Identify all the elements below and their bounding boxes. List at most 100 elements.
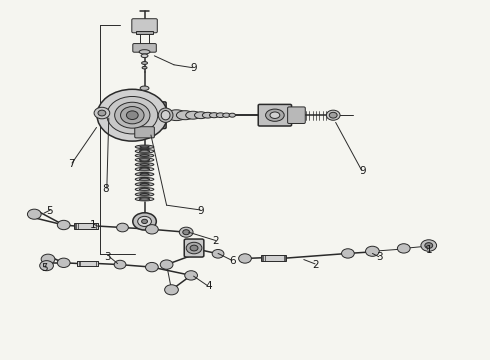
Ellipse shape (140, 150, 149, 152)
Ellipse shape (266, 109, 284, 121)
Ellipse shape (140, 188, 149, 190)
Ellipse shape (140, 86, 149, 90)
Text: 4: 4 (205, 281, 212, 291)
Ellipse shape (195, 112, 207, 118)
Ellipse shape (140, 194, 149, 195)
Circle shape (57, 258, 70, 267)
Bar (77, 261, 98, 266)
Text: 9: 9 (197, 206, 204, 216)
Circle shape (117, 223, 128, 232)
Text: 9: 9 (359, 166, 366, 176)
Ellipse shape (135, 154, 154, 157)
Text: 2: 2 (212, 236, 219, 246)
Circle shape (165, 285, 178, 295)
Circle shape (40, 261, 53, 271)
Ellipse shape (166, 110, 187, 121)
Circle shape (183, 230, 190, 235)
Bar (74, 223, 98, 229)
Circle shape (342, 249, 354, 258)
Circle shape (212, 249, 224, 258)
Circle shape (239, 254, 251, 263)
FancyBboxPatch shape (184, 239, 204, 257)
Text: 5: 5 (41, 263, 48, 273)
Ellipse shape (229, 113, 236, 117)
Circle shape (121, 107, 144, 124)
Circle shape (133, 213, 156, 230)
Circle shape (329, 112, 337, 118)
Circle shape (179, 227, 193, 237)
Circle shape (397, 244, 410, 253)
Circle shape (115, 102, 150, 128)
Ellipse shape (217, 113, 224, 117)
FancyBboxPatch shape (130, 102, 166, 129)
Ellipse shape (161, 111, 170, 120)
Ellipse shape (186, 111, 200, 119)
Ellipse shape (135, 172, 154, 176)
Text: 1: 1 (425, 245, 432, 255)
Circle shape (41, 254, 55, 264)
Ellipse shape (222, 113, 230, 117)
Circle shape (160, 260, 173, 269)
FancyBboxPatch shape (132, 19, 157, 33)
Ellipse shape (140, 198, 149, 200)
Ellipse shape (270, 112, 280, 118)
FancyBboxPatch shape (258, 104, 292, 126)
Circle shape (186, 242, 202, 254)
Circle shape (185, 271, 197, 280)
Text: 2: 2 (313, 260, 319, 270)
Bar (136, 31, 153, 34)
Text: 3: 3 (376, 252, 383, 262)
Ellipse shape (176, 111, 194, 120)
Ellipse shape (135, 158, 154, 162)
Ellipse shape (142, 66, 147, 69)
Ellipse shape (135, 145, 154, 149)
Circle shape (97, 89, 168, 141)
Circle shape (326, 110, 340, 120)
Ellipse shape (140, 174, 149, 175)
Circle shape (421, 240, 437, 251)
Circle shape (146, 225, 158, 234)
Ellipse shape (140, 183, 149, 185)
Circle shape (142, 219, 147, 224)
Circle shape (114, 260, 126, 269)
Ellipse shape (140, 168, 149, 170)
Text: 8: 8 (102, 184, 109, 194)
Ellipse shape (135, 193, 154, 196)
Ellipse shape (135, 183, 154, 186)
Circle shape (98, 110, 106, 116)
Circle shape (126, 111, 138, 120)
Text: 6: 6 (229, 256, 236, 266)
Ellipse shape (141, 54, 148, 58)
Text: 1: 1 (90, 220, 97, 230)
Ellipse shape (135, 188, 154, 191)
Ellipse shape (158, 108, 173, 122)
Ellipse shape (135, 177, 154, 181)
Ellipse shape (140, 159, 149, 161)
Circle shape (190, 245, 198, 251)
Ellipse shape (140, 146, 149, 148)
Circle shape (57, 220, 70, 230)
Circle shape (366, 246, 379, 256)
Circle shape (138, 216, 151, 226)
Ellipse shape (135, 197, 154, 201)
Text: 3: 3 (104, 252, 111, 262)
Text: 9: 9 (190, 63, 197, 73)
Ellipse shape (210, 113, 219, 118)
Ellipse shape (140, 155, 149, 156)
Ellipse shape (140, 178, 149, 180)
Ellipse shape (202, 112, 213, 118)
Circle shape (107, 96, 158, 134)
Text: 7: 7 (68, 159, 74, 169)
Ellipse shape (142, 62, 147, 64)
Bar (261, 255, 286, 261)
Circle shape (425, 243, 433, 248)
Circle shape (146, 262, 158, 272)
Circle shape (27, 209, 41, 219)
Circle shape (94, 107, 110, 119)
Text: 5: 5 (46, 206, 52, 216)
FancyBboxPatch shape (135, 127, 154, 138)
Ellipse shape (139, 50, 150, 54)
FancyBboxPatch shape (288, 107, 305, 123)
Ellipse shape (135, 149, 154, 153)
Ellipse shape (135, 163, 154, 166)
